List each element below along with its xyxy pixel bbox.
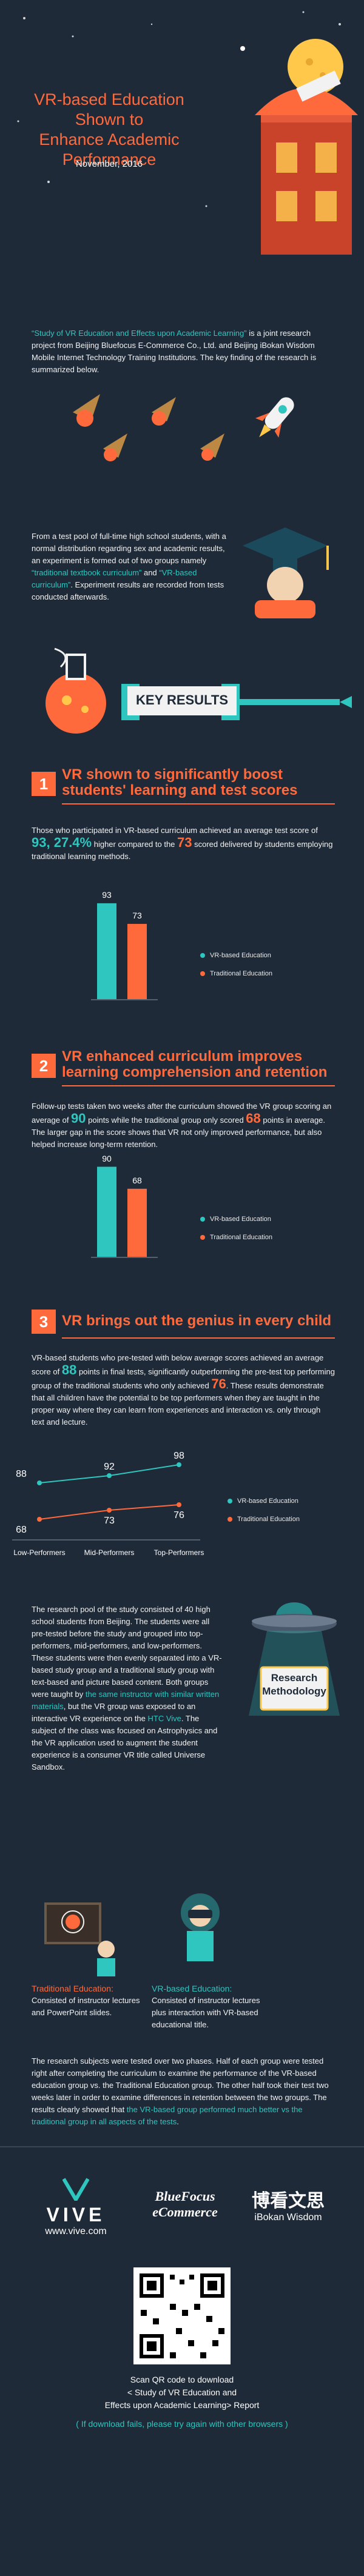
x-tick-label: Top-Performers: [154, 1548, 204, 1557]
qr-code[interactable]: [133, 2267, 231, 2364]
methodology-paragraph: The research pool of the study consisted…: [32, 1605, 222, 1771]
conclusion-paragraph: The research subjects were tested over t…: [32, 2056, 329, 2126]
legend-dot: [200, 971, 205, 977]
bar-vr: [97, 903, 116, 999]
section3-line-chart: 88 92 98 68 73 76 Low-Performers Mid-Performers…: [12, 1451, 204, 1557]
legend-dot: [228, 1499, 232, 1504]
vr-class-illustration: [181, 1893, 220, 1961]
header: VR-based Education Shown to Enhance Acad…: [0, 0, 364, 285]
qr-caption: Scan QR code to download < Study of VR E…: [76, 2375, 288, 2429]
method-paragraph: From a test pool of full-time high schoo…: [32, 532, 226, 601]
bar-value-label: 73: [132, 910, 142, 920]
legend-dot: [200, 1217, 205, 1222]
x-tick-label: Mid-Performers: [84, 1548, 135, 1557]
vive-icon: [62, 2178, 90, 2203]
footer-divider: [0, 2146, 364, 2147]
bar-value-label: 93: [102, 889, 112, 900]
divider: [62, 1085, 335, 1086]
data-label: 76: [174, 1510, 184, 1521]
legend-traditional: Traditional Education: [200, 970, 272, 977]
section1-paragraph: Those who participated in VR-based curri…: [32, 826, 333, 861]
key-results-illustration: [46, 647, 352, 734]
data-point: [37, 1517, 42, 1522]
x-tick-label: Low-Performers: [13, 1548, 65, 1557]
section1-bar-chart: [91, 903, 158, 1000]
bar-value-label: 68: [132, 1175, 142, 1185]
divider: [62, 1337, 335, 1339]
vr-education-block: VR-based Education: Consisted of instruc…: [152, 1984, 260, 2029]
section1-number: 1: [32, 772, 56, 796]
section2-bar-chart: [91, 1166, 158, 1258]
legend-traditional: Traditional Education: [228, 1516, 300, 1523]
section1-title: 1 VR shown to significantly boost studen…: [32, 767, 335, 805]
bluefocus-logo: BlueFocus eCommerce: [152, 2189, 218, 2220]
section2-number: 2: [32, 1054, 56, 1078]
data-label: 98: [174, 1451, 184, 1461]
data-label: 68: [16, 1525, 27, 1535]
ufo-illustration: [249, 1602, 340, 1716]
ibokan-logo: 博看文思 iBokan Wisdom: [252, 2191, 325, 2223]
legend-vr: VR-based Education: [200, 952, 271, 959]
page-title: VR-based Education Shown to Enhance Acad…: [34, 90, 184, 169]
methodology-label: Research Methodology: [262, 1672, 326, 1697]
data-point: [177, 1462, 181, 1467]
data-point: [107, 1473, 112, 1478]
data-label: 73: [104, 1516, 115, 1526]
data-point: [177, 1502, 181, 1507]
bar-traditional: [127, 1188, 147, 1257]
legend-dot: [200, 953, 205, 958]
graduate-illustration: [243, 527, 329, 618]
bar-traditional: [127, 923, 147, 999]
section2-title: 2 VR enhanced curriculum improves learni…: [32, 1049, 335, 1086]
legend-vr: VR-based Education: [200, 1216, 271, 1223]
legend-dot: [228, 1517, 232, 1522]
date: November, 2016: [75, 159, 143, 169]
observatory-illustration: [240, 39, 358, 255]
divider: [62, 803, 335, 805]
data-label: 88: [16, 1469, 27, 1479]
intro-paragraph: “Study of VR Education and Effects upon …: [32, 329, 317, 374]
section3-title: 3 VR brings out the genius in every chil…: [32, 1310, 335, 1339]
data-point: [107, 1508, 112, 1513]
data-point: [37, 1480, 42, 1485]
section3-paragraph: VR-based students who pre-tested with be…: [32, 1353, 335, 1427]
vive-logo: VIVE www.vive.com: [36, 2176, 115, 2237]
traditional-class-illustration: [44, 1902, 115, 1976]
bar-value-label: 90: [102, 1153, 112, 1163]
bar-vr: [97, 1166, 116, 1257]
legend-dot: [200, 1235, 205, 1240]
section3-number: 3: [32, 1310, 56, 1334]
traditional-education-block: Traditional Education: Consisted of inst…: [32, 1984, 140, 2017]
legend-vr: VR-based Education: [228, 1497, 298, 1505]
meteors-rocket-illustration: [73, 394, 294, 461]
legend-traditional: Traditional Education: [200, 1234, 272, 1241]
key-results-label: KEY RESULTS: [136, 692, 228, 708]
section2-paragraph: Follow-up tests taken two weeks after th…: [32, 1102, 332, 1149]
data-label: 92: [104, 1462, 115, 1472]
